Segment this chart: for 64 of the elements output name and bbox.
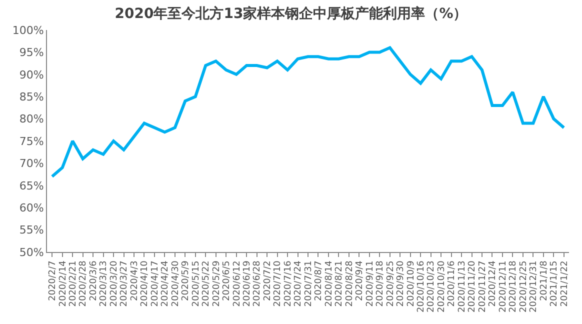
x-tick-label: 2020/9/25 <box>386 260 396 307</box>
x-tick-label: 2020/9/11 <box>365 260 376 307</box>
y-tick-label: 100% <box>12 24 44 37</box>
x-tick-label: 2020/5/29 <box>212 260 222 307</box>
x-tick-label: 2020/2/21 <box>68 260 79 307</box>
x-tick-label: 2021/1/22 <box>560 260 570 307</box>
x-tick-label: 2020/4/3 <box>130 260 140 302</box>
chart-title: 2020年至今北方13家样本钢企中厚板产能利用率（%） <box>114 4 468 22</box>
x-tick-label: 2020/7/10 <box>273 260 284 307</box>
x-tick-label: 2020/11/6 <box>447 260 458 307</box>
x-tick-label: 2020/10/16 <box>416 260 427 312</box>
x-tick-label: 2020/8/28 <box>344 260 355 307</box>
x-tick-label: 2021/1/15 <box>550 260 560 307</box>
x-tick-label: 2020/12/25 <box>518 260 529 312</box>
x-tick-label: 2020/11/27 <box>478 260 488 312</box>
x-tick-label: 2020/5/22 <box>202 260 212 307</box>
x-tick-label: 2020/12/11 <box>498 260 508 312</box>
x-tick-label: 2020/9/18 <box>376 260 386 307</box>
x-tick-label: 2020/4/30 <box>170 260 181 307</box>
x-tick-label: 2020/12/18 <box>508 260 519 312</box>
x-tick-label: 2020/8/7 <box>314 260 324 302</box>
y-tick-label: 85% <box>19 90 44 104</box>
x-tick-label: 2020/6/12 <box>232 260 242 307</box>
x-tick-label: 2020/2/28 <box>78 260 89 307</box>
x-tick-label: 2020/7/31 <box>304 260 314 307</box>
x-tick-label: 2020/4/24 <box>160 260 171 307</box>
x-tick-label: 2020/12/4 <box>488 260 498 307</box>
x-tick-label: 2020/7/2 <box>262 260 273 302</box>
x-tick-label: 2020/3/13 <box>99 260 110 307</box>
x-tick-label: 2020/6/19 <box>242 260 253 307</box>
x-tick-label: 2020/11/13 <box>457 260 468 312</box>
y-tick-label: 60% <box>19 201 44 214</box>
x-tick-label: 2020/6/5 <box>222 260 232 302</box>
x-tick-label: 2020/2/14 <box>58 260 68 307</box>
x-tick-label: 2020/8/14 <box>324 260 334 307</box>
x-tick-label: 2020/10/23 <box>426 260 437 312</box>
x-tick-label: 2020/11/20 <box>468 260 478 312</box>
x-tick-label: 2020/9/4 <box>355 260 366 302</box>
x-tick-label: 2020/9/30 <box>396 260 406 307</box>
x-tick-label: 2020/3/20 <box>109 260 120 307</box>
y-tick-label: 70% <box>19 157 44 170</box>
y-tick-label: 55% <box>19 224 44 237</box>
x-tick-label: 2020/12/31 <box>529 260 540 312</box>
x-tick-label: 2020/7/16 <box>283 260 294 307</box>
x-tick-label: 2020/10/30 <box>436 260 447 312</box>
x-tick-label: 2020/5/9 <box>181 260 192 302</box>
x-tick-label: 2020/10/9 <box>406 260 416 307</box>
x-tick-label: 2020/2/7 <box>48 260 58 302</box>
y-tick-label: 75% <box>19 134 44 148</box>
y-tick-label: 90% <box>19 68 44 82</box>
line-series <box>50 46 566 178</box>
x-tick-label: 2020/5/15 <box>191 260 202 307</box>
x-tick-label: 2020/4/17 <box>150 260 160 307</box>
y-tick-label: 65% <box>19 179 44 192</box>
x-tick-label: 2021/1/8 <box>539 260 550 302</box>
x-tick-label: 2020/6/28 <box>252 260 263 307</box>
x-tick-label: 2020/3/27 <box>120 260 130 307</box>
y-tick-label: 50% <box>19 246 44 259</box>
x-tick-label: 2020/3/6 <box>88 260 99 302</box>
x-tick-label: 2020/8/21 <box>334 260 345 307</box>
x-tick-label: 2020/4/10 <box>140 260 150 307</box>
y-tick-label: 95% <box>19 46 44 60</box>
x-tick-label: 2020/7/24 <box>294 260 304 307</box>
y-tick-label: 80% <box>19 112 44 126</box>
